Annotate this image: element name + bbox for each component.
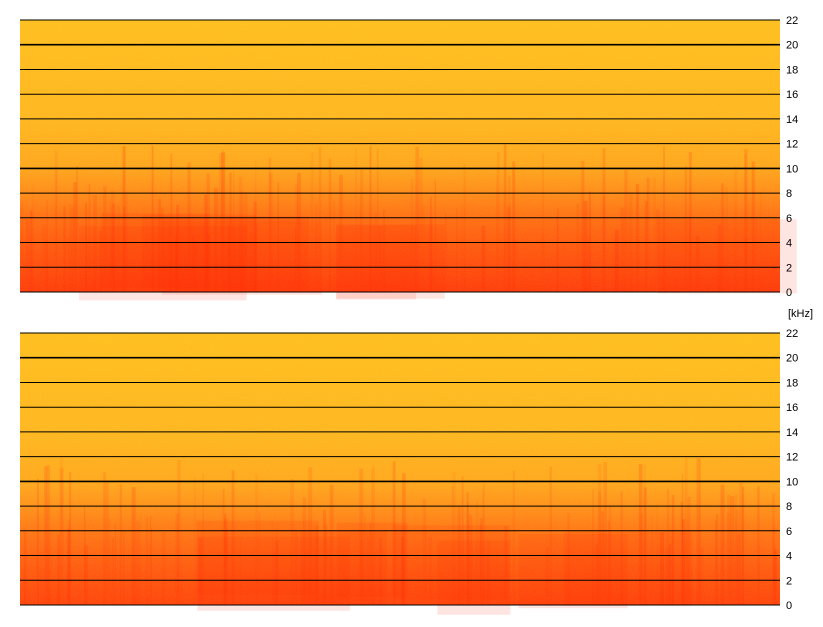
y-tick-label: 20 [786,40,798,52]
y-tick-label: 2 [786,575,792,587]
spectrogram-channel-2: 0 2 4 6 8 10 12 14 16 18 20 22 [20,328,798,615]
y-tick-label: 12 [786,452,798,464]
frequency-unit-label: [kHz] [788,308,813,320]
y-tick-label: 6 [786,213,792,225]
spectrogram-streaks [23,457,778,615]
y-tick-label: 18 [786,378,798,390]
y-tick-label: 4 [786,551,792,563]
y-tick-label: 10 [786,163,798,175]
y-tick-label: 0 [786,600,792,612]
y-tick-label: 0 [786,287,792,299]
y-tick-label: 4 [786,238,792,250]
y-tick-label: 22 [786,328,798,340]
y-tick-label: 22 [786,15,798,27]
spectrogram-texture [20,20,780,292]
y-tick-label: 16 [786,89,798,101]
y-tick-label: 10 [786,476,798,488]
y-tick-label: 20 [786,353,798,365]
y-tick-label: 12 [786,139,798,151]
spectrogram-channel-1: 0 2 4 6 8 10 12 14 16 18 20 22 [20,15,798,301]
y-tick-label: 8 [786,501,792,513]
y-tick-label: 6 [786,526,792,538]
spectrogram-texture [20,333,780,605]
y-tick-label: 2 [786,262,792,274]
y-tick-label: 18 [786,65,798,77]
y-tick-label: 16 [786,402,798,414]
y-tick-label: 14 [786,427,798,439]
y-tick-label: 8 [786,188,792,200]
y-tick-label: 14 [786,114,798,126]
